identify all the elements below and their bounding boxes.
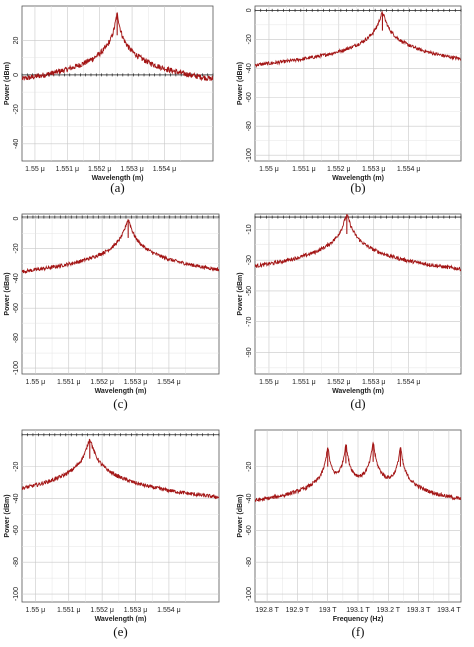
panel-label: (d) — [350, 396, 365, 411]
y-axis-label: Power (dBm) — [237, 494, 244, 537]
x-tick-label: 192.9 T — [286, 607, 310, 614]
y-tick-label: -100 — [13, 587, 20, 601]
y-tick-label: -40 — [13, 139, 20, 149]
x-tick-label: 1.551 μ — [292, 379, 316, 386]
x-tick-label: 1.554 μ — [157, 379, 181, 386]
y-tick-label: 0 — [13, 216, 20, 220]
y-tick-label: -20 — [246, 461, 253, 471]
x-tick-label: 1.551 μ — [56, 166, 80, 173]
y-tick-label: -30 — [246, 255, 253, 265]
x-axis-label: Wavelength (m) — [92, 175, 144, 182]
x-tick-label: 1.55 μ — [26, 607, 46, 614]
y-axis-label: Power (dBm) — [4, 494, 11, 537]
x-axis-label: Wavelength (m) — [95, 388, 147, 395]
spectrum-trace — [22, 438, 219, 500]
y-tick-label: 0 — [13, 73, 20, 77]
chart-panel: 1.55 μ 1.551 μ 1.552 μ 1.553 μ 1.554 μ 0 -20 -4… — [4, 213, 220, 411]
y-axis-label: Power (dBm) — [4, 272, 11, 315]
x-tick-label: 193.4 T — [437, 607, 461, 614]
x-tick-label: 1.554 μ — [397, 166, 421, 173]
y-tick-label: -100 — [246, 587, 253, 601]
chart-panel: 1.55 μ 1.551 μ 1.552 μ 1.553 μ 1.554 μ -10 -30… — [237, 213, 462, 411]
x-tick-label: 1.553 μ — [124, 607, 148, 614]
y-tick-label: -70 — [246, 317, 253, 327]
x-tick-label: 1.553 μ — [120, 166, 144, 173]
x-tick-label: 1.553 μ — [124, 379, 148, 386]
y-tick-label: -40 — [246, 493, 253, 503]
y-axis-label: Power (dBm) — [4, 62, 11, 105]
x-tick-label: 1.552 μ — [88, 166, 112, 173]
x-tick-label: 1.551 μ — [57, 607, 81, 614]
x-axis-label: Wavelength (m) — [332, 388, 384, 395]
chart-panel: 192.8 T 192.9 T 193 T 193.1 T 193.2 T 193.3 T… — [237, 429, 461, 639]
y-tick-label: -100 — [246, 148, 253, 162]
plot-area — [21, 429, 220, 603]
y-tick-label: -20 — [13, 104, 20, 114]
x-tick-label: 193.1 T — [346, 607, 370, 614]
panel-label: (a) — [110, 180, 124, 195]
panel-label: (c) — [113, 396, 127, 411]
y-tick-label: -80 — [13, 333, 20, 343]
y-tick-label: -80 — [13, 557, 20, 567]
spectrum-trace — [255, 441, 461, 503]
y-tick-label: -60 — [246, 525, 253, 535]
y-axis-label: Power (dBm) — [237, 272, 244, 315]
x-tick-label: 1.55 μ — [25, 166, 45, 173]
x-tick-label: 192.8 T — [255, 607, 279, 614]
spectrum-trace — [255, 214, 461, 272]
x-tick-label: 1.55 μ — [259, 166, 279, 173]
y-tick-label: -80 — [246, 557, 253, 567]
y-tick-label: -80 — [246, 121, 253, 131]
y-tick-label: -40 — [13, 273, 20, 283]
y-tick-label: 20 — [13, 36, 20, 44]
plot-area — [254, 213, 462, 375]
plot-area — [254, 5, 462, 162]
x-tick-label: 193 T — [319, 607, 337, 614]
x-tick-label: 193.2 T — [376, 607, 400, 614]
x-tick-label: 1.552 μ — [327, 379, 351, 386]
chart-panel: 1.55 μ 1.551 μ 1.552 μ 1.553 μ 1.554 μ -20 -40… — [4, 429, 220, 639]
x-axis-label: Wavelength (m) — [95, 616, 147, 623]
spectrum-trace — [255, 10, 461, 69]
x-tick-label: 1.552 μ — [90, 607, 114, 614]
y-tick-label: -40 — [246, 63, 253, 73]
y-tick-label: 0 — [246, 8, 253, 12]
x-tick-label: 1.552 μ — [327, 166, 351, 173]
x-tick-label: 193.3 T — [407, 607, 431, 614]
y-axis-label: Power (dBm) — [237, 62, 244, 105]
y-tick-label: -40 — [13, 493, 20, 503]
plot-area — [21, 213, 220, 375]
y-tick-label: -100 — [13, 361, 20, 375]
y-tick-label: -50 — [246, 286, 253, 296]
x-tick-label: 1.554 μ — [153, 166, 177, 173]
y-tick-label: -90 — [246, 347, 253, 357]
spectrum-trace — [22, 11, 213, 82]
spectrum-trace — [22, 219, 219, 275]
y-tick-label: -60 — [13, 525, 20, 535]
x-tick-label: 1.55 μ — [259, 379, 279, 386]
y-tick-label: -20 — [13, 243, 20, 253]
y-tick-label: -60 — [246, 92, 253, 102]
panel-label: (b) — [350, 180, 365, 195]
y-tick-label: -10 — [246, 224, 253, 234]
x-tick-label: 1.552 μ — [90, 379, 114, 386]
x-tick-label: 1.554 μ — [157, 607, 181, 614]
x-tick-label: 1.55 μ — [26, 379, 46, 386]
x-axis-label: Frequency (Hz) — [333, 616, 384, 623]
x-tick-label: 1.553 μ — [362, 166, 386, 173]
y-tick-label: -60 — [13, 303, 20, 313]
chart-panel: 1.55 μ 1.551 μ 1.552 μ 1.553 μ 1.554 μ 0 -20 -4… — [237, 5, 462, 195]
y-tick-label: -20 — [246, 34, 253, 44]
x-tick-label: 1.551 μ — [292, 166, 316, 173]
chart-panel: 1.55 μ 1.551 μ 1.552 μ 1.553 μ 1.554 μ 20 0 -20… — [4, 5, 214, 195]
y-tick-label: -20 — [13, 461, 20, 471]
x-tick-label: 1.554 μ — [397, 379, 421, 386]
x-tick-label: 1.551 μ — [57, 379, 81, 386]
x-tick-label: 1.553 μ — [362, 379, 386, 386]
panel-label: (e) — [113, 624, 127, 639]
x-axis-label: Wavelength (m) — [332, 175, 384, 182]
panel-label: (f) — [352, 624, 365, 639]
